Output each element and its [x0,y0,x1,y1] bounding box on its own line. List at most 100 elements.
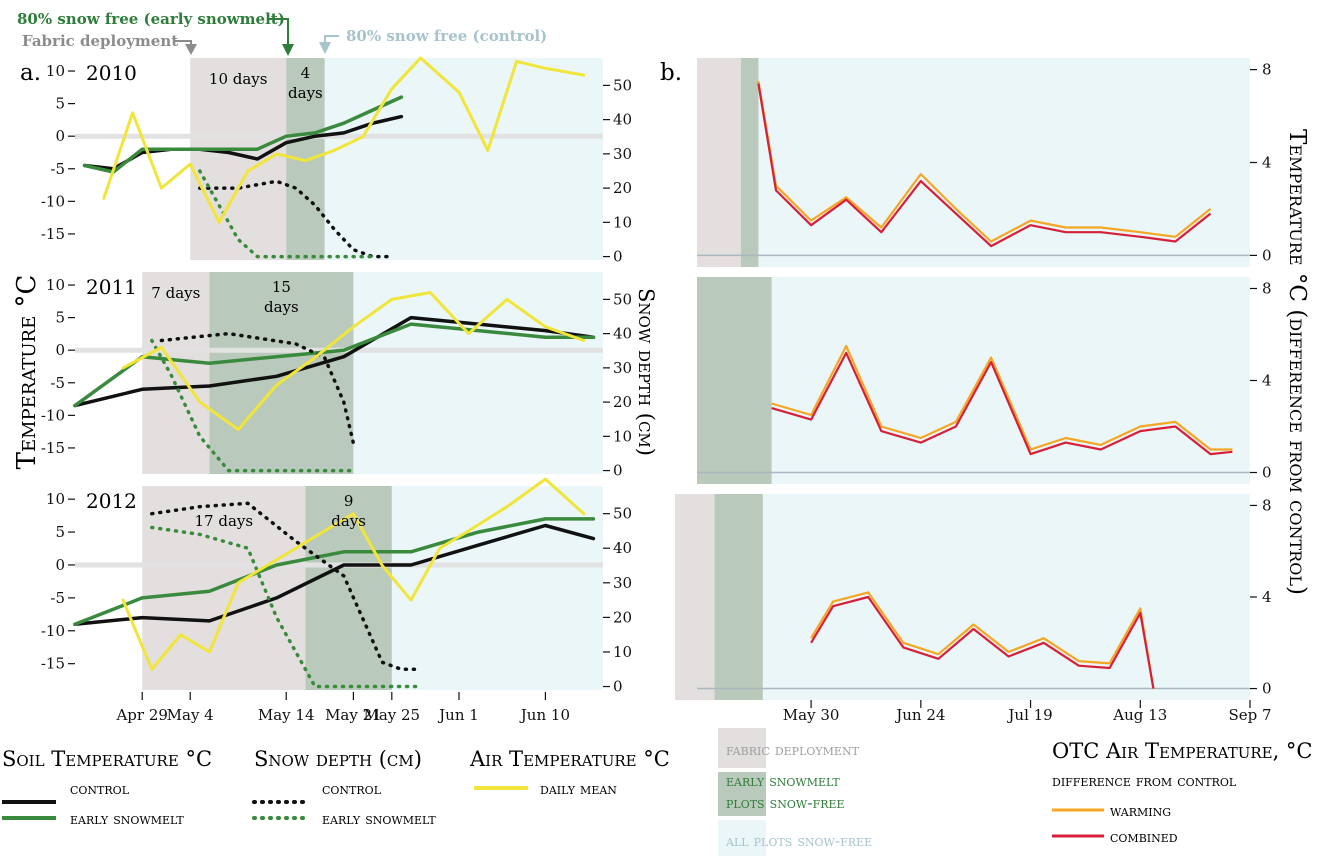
x-tick-label: Sep 7 [1228,706,1271,724]
legend-air-daily-label: daily mean [540,779,617,798]
panel-b-1-fabric-band [697,58,741,267]
left-tick-label: -5 [50,589,65,607]
right-tick-label: 0 [613,678,623,696]
panel-b-label: b. [660,60,682,86]
x-tick-label: May 4 [167,706,214,724]
y-tick-label: 8 [1262,61,1272,79]
legend-snow-early-label: early snowmelt [322,809,436,828]
right-tick-label: 20 [613,179,632,197]
series-warming [771,344,1233,451]
panel-a-2012-early-band [305,486,392,690]
right-tick-label: 40 [613,325,632,343]
left-tick-label: -5 [50,374,65,392]
panel-a-2011-all-snowfree-band [353,272,603,474]
legend-snow-title: Snow depth (cm) [254,747,422,771]
series-warming [757,81,1212,243]
panel-b-3-early-band [714,494,763,700]
right-tick-label: 50 [613,76,632,94]
early-days-label: days [331,512,366,530]
early-snowmelt-arrow-line [268,18,289,50]
right-tick-label: 50 [613,505,632,523]
y-tick-label: 4 [1262,372,1272,390]
left-tick-label: 5 [55,95,65,113]
panel-a-2011-fabric-band [142,272,210,474]
early-days-label: 4 [301,64,311,82]
y-tick-label: 8 [1262,280,1272,298]
right-tick-label: 40 [613,111,632,129]
series-soil-control [73,315,596,408]
left-tick-label: -5 [50,160,65,178]
early-days-label: days [264,298,299,316]
legend-combined-label: combined [1110,827,1178,846]
right-tick-label: 0 [613,462,623,480]
left-tick-label: -10 [41,192,65,210]
legend-early-label-1: early snowmelt [726,771,840,790]
left-tick-label: 5 [55,309,65,327]
y-tick-label: 4 [1262,588,1272,606]
left-tick-label: -10 [41,622,65,640]
legend-soil-early-label: early snowmelt [70,809,184,828]
legend-early-label-2: plots snow-free [726,793,845,812]
series-combined [810,595,1155,689]
x-tick-label: Jun 1 [437,706,479,724]
panel-b: 8 4 0 8 4 0 8 4 0 [675,58,1272,700]
x-tick-label: Apr 29 [115,706,167,724]
right-tick-label: 10 [613,643,632,661]
panel-b-row-1: 8 4 0 [697,58,1272,267]
legend-snow-control-label: control [322,779,382,798]
right-tick-label: 20 [613,393,632,411]
panel-b-2-early-band [697,277,772,484]
left-tick-label: -15 [41,655,65,673]
fabric-annotation: Fabric deployment [22,32,178,50]
y-tick-label: 8 [1262,496,1272,514]
y-tick-label: 0 [1262,464,1272,482]
panel-a-2010-fabric-band [190,58,287,260]
early-snowmelt-arrow-icon [282,44,294,56]
early-snowmelt-annotation: 80% snow free (early snowmelt) [17,10,285,28]
left-tick-label: -15 [41,439,65,457]
left-tick-label: 5 [55,523,65,541]
series-combined [757,83,1212,248]
year-label: 2012 [86,489,137,513]
panel-b-1-early-band [740,58,759,267]
legend-soil-control-label: control [70,779,130,798]
series-warming [810,591,1155,689]
right-tick-label: 0 [613,248,623,266]
legend-soil-title: Soil Temperature °C [2,747,212,771]
series-soil-early-snowmelt [82,95,404,174]
right-tick-label: 30 [613,145,632,163]
panel-b-1-all-snowfree-band [758,58,1250,267]
panel-b-row-3: 8 4 0 [675,494,1272,700]
left-tick-label: -10 [41,406,65,424]
series-air-daily-mean [121,291,586,431]
left-tick-label: 10 [46,276,65,294]
panel-a-2012-all-snowfree-band [391,486,603,690]
series-snow-early-snowmelt [150,525,423,689]
y-tick-label: 0 [1262,246,1272,264]
panel-b-2-all-snowfree-band [771,277,1250,484]
panel-b-3-fabric-band [675,494,715,700]
series-soil-early-snowmelt [73,322,596,408]
x-tick-label: Jun 10 [519,706,570,724]
early-days-label: days [288,84,323,102]
series-air-daily-mean [102,56,586,224]
panel-a-ylabel-left: Temperature °C [12,275,42,470]
x-tick-label: Jun 24 [894,706,945,724]
legend-otc-sub: difference from control [1052,771,1237,790]
series-combined [771,351,1233,456]
legend-warming-label: warming [1110,801,1171,820]
panel-a-label: a. [20,60,41,86]
fabric-days-label: 17 days [195,512,254,530]
panel-a-2011-early-band [209,272,354,474]
legend: Soil Temperature °C control early snowme… [2,728,1313,856]
panel-b-3-all-snowfree-band [762,494,1250,700]
right-tick-label: 20 [613,608,632,626]
x-tick-label: May 21 [325,706,382,724]
series-snow-early-snowmelt [150,338,356,473]
fabric-arrow-icon [185,44,197,55]
